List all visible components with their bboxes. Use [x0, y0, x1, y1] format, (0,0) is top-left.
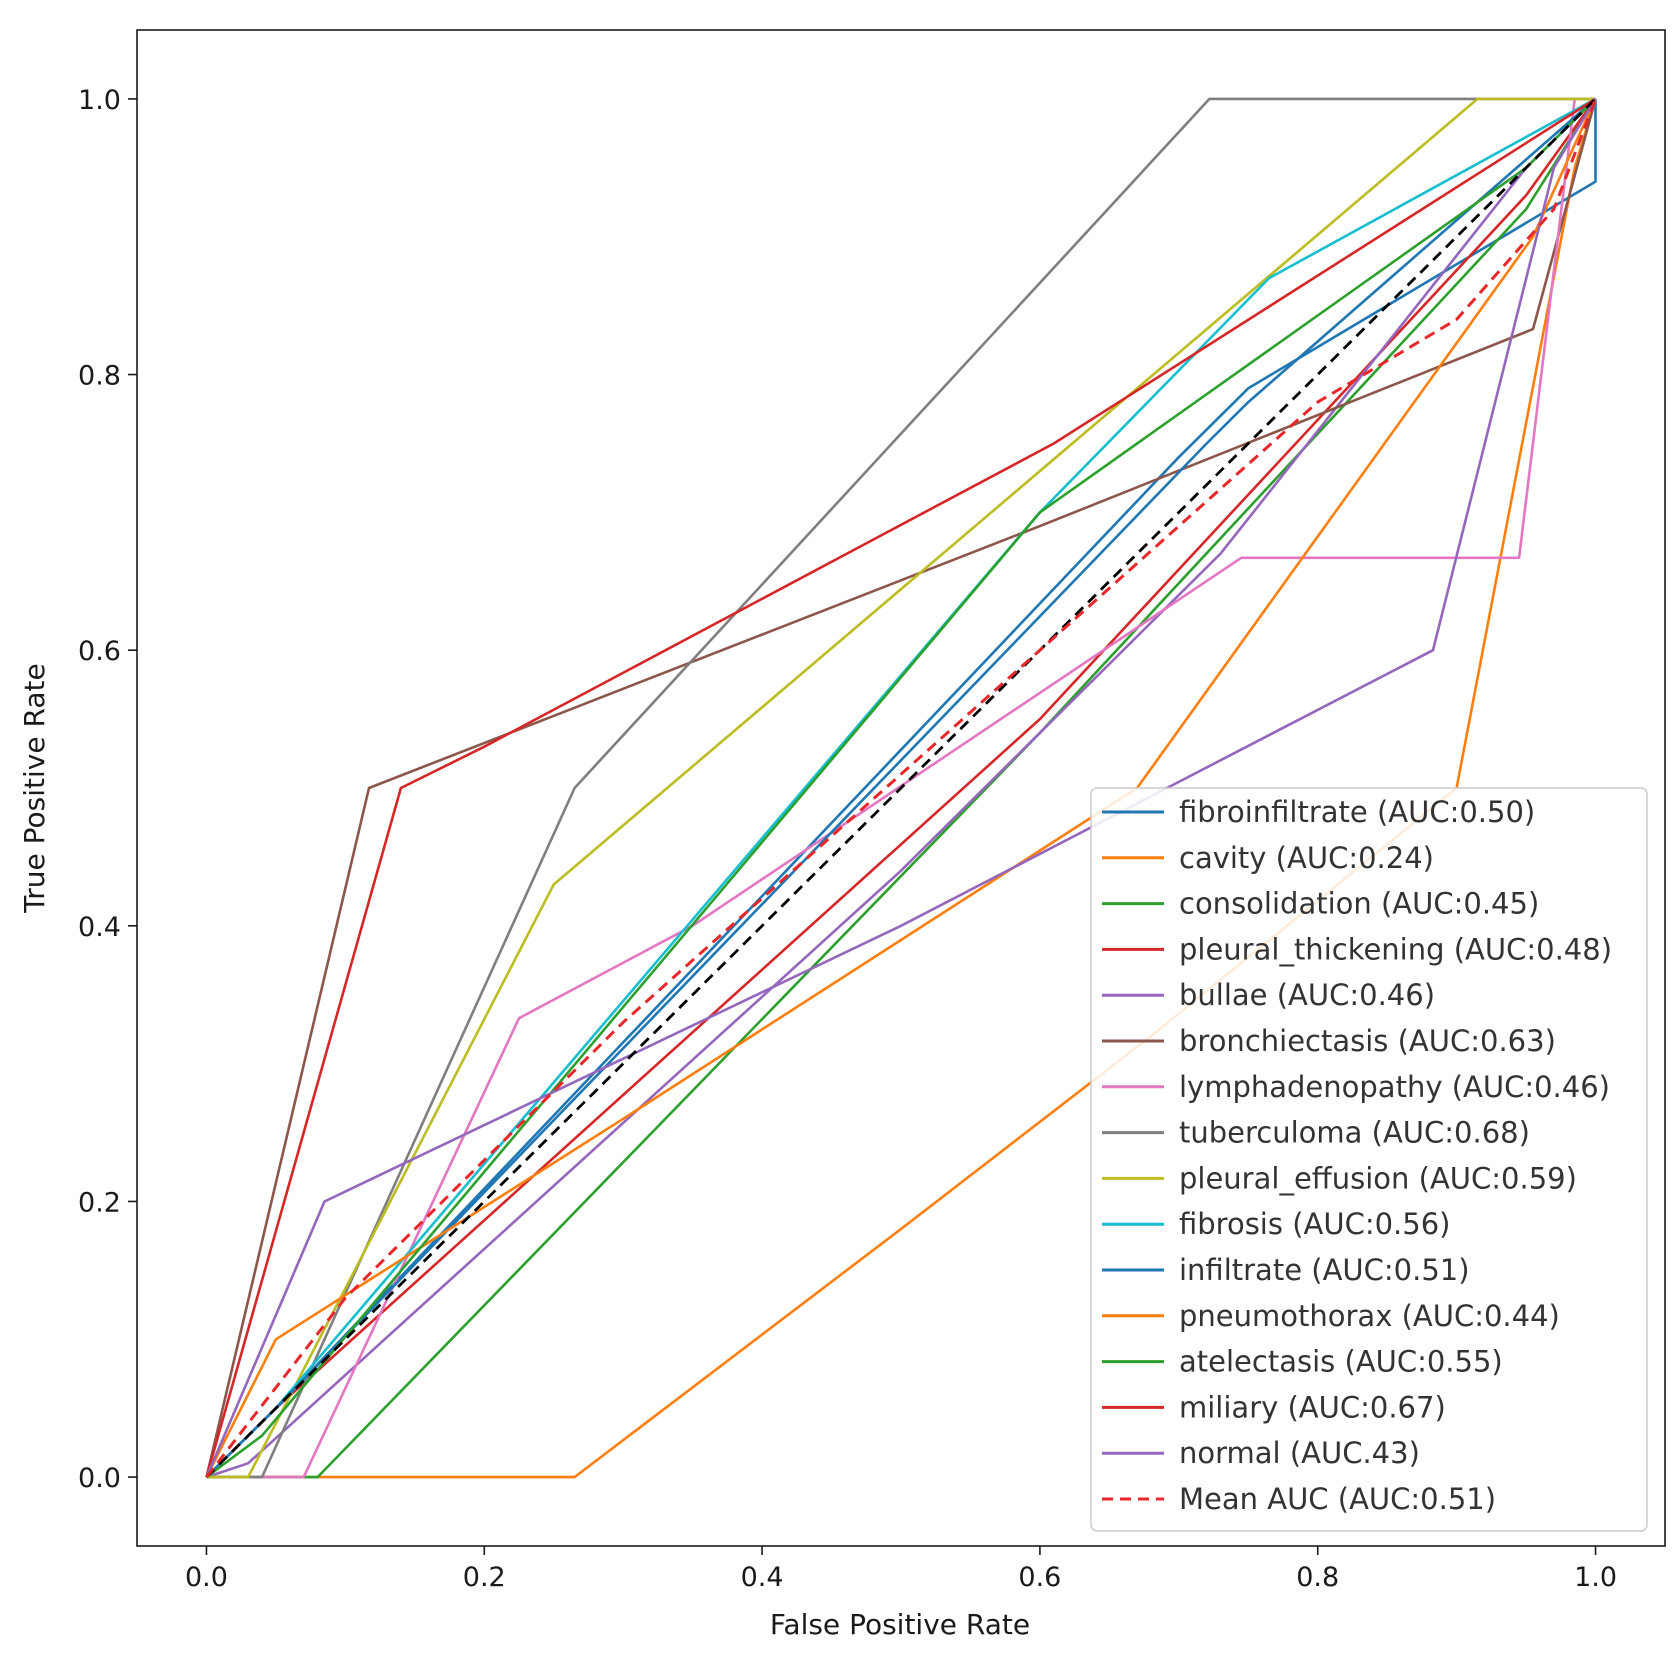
legend-label: lymphadenopathy (AUC:0.46) [1179, 1070, 1610, 1104]
legend-label: tuberculoma (AUC:0.68) [1179, 1116, 1530, 1150]
legend-item-lymphadenopathy: lymphadenopathy (AUC:0.46) [1102, 1070, 1610, 1104]
legend-item-mean: Mean AUC (AUC:0.51) [1102, 1482, 1496, 1516]
y-tick-label: 0.0 [78, 1463, 121, 1494]
legend-label: normal (AUC.43) [1179, 1436, 1420, 1470]
legend-label: fibrosis (AUC:0.56) [1179, 1207, 1450, 1241]
x-tick-label: 1.0 [1574, 1562, 1617, 1593]
legend-label: fibroinfiltrate (AUC:0.50) [1179, 795, 1535, 829]
series-line-miliary [205, 97, 1597, 1478]
legend-label: Mean AUC (AUC:0.51) [1179, 1482, 1496, 1516]
series-line-pleural-effusion [206, 97, 1596, 1479]
y-tick-label: 0.6 [78, 636, 121, 667]
series-line-bronchiectasis [205, 98, 1597, 1478]
legend-item-bullae: bullae (AUC:0.46) [1102, 978, 1435, 1012]
y-tick-label: 0.8 [78, 361, 121, 392]
x-tick-label: 0.2 [463, 1562, 506, 1593]
legend-item-pneumothorax: pneumothorax (AUC:0.44) [1102, 1299, 1560, 1333]
x-tick-label: 0.4 [741, 1562, 784, 1593]
x-axis-label: False Positive Rate [770, 1608, 1030, 1641]
reference-diagonal-line [205, 97, 1597, 1479]
legend-item-pleural-effusion: pleural_effusion (AUC:0.59) [1102, 1161, 1577, 1195]
legend-item-infiltrate: infiltrate (AUC:0.51) [1102, 1253, 1470, 1287]
legend-item-cavity: cavity (AUC:0.24) [1102, 841, 1434, 875]
legend-box [1090, 787, 1648, 1532]
legend: fibroinfiltrate (AUC:0.50) cavity (AUC:0.… [1090, 787, 1648, 1532]
series-line-mean-auc [205, 98, 1597, 1479]
legend-item-pleural-thickening: pleural_thickening (AUC:0.48) [1102, 932, 1612, 966]
legend-item-miliary: miliary (AUC:0.67) [1102, 1390, 1446, 1424]
legend-label: atelectasis (AUC:0.55) [1179, 1345, 1503, 1379]
x-tick-label: 0.6 [1018, 1562, 1061, 1593]
legend-label: infiltrate (AUC:0.51) [1179, 1253, 1470, 1287]
legend-item-tuberculoma: tuberculoma (AUC:0.68) [1102, 1116, 1530, 1150]
x-axis-ticks: 0.0 0.2 0.4 0.6 0.8 1.0 [185, 1546, 1617, 1593]
legend-item-normal: normal (AUC.43) [1102, 1436, 1420, 1470]
legend-item-fibrosis: fibrosis (AUC:0.56) [1102, 1207, 1450, 1241]
legend-item-consolidation: consolidation (AUC:0.45) [1102, 887, 1539, 921]
y-tick-label: 1.0 [78, 85, 121, 116]
legend-label: pleural_effusion (AUC:0.59) [1179, 1161, 1577, 1195]
legend-item-bronchiectasis: bronchiectasis (AUC:0.63) [1102, 1024, 1556, 1058]
y-tick-label: 0.2 [78, 1187, 121, 1218]
legend-label: pleural_thickening (AUC:0.48) [1179, 932, 1612, 966]
legend-item-atelectasis: atelectasis (AUC:0.55) [1102, 1345, 1503, 1379]
legend-label: consolidation (AUC:0.45) [1179, 887, 1539, 921]
y-axis-label: True Positive Rate [18, 663, 51, 913]
legend-label: pneumothorax (AUC:0.44) [1179, 1299, 1560, 1333]
x-tick-label: 0.0 [185, 1562, 228, 1593]
legend-entries: fibroinfiltrate (AUC:0.50) cavity (AUC:0.… [1102, 795, 1612, 1516]
legend-item-fibroinfiltrate: fibroinfiltrate (AUC:0.50) [1102, 795, 1535, 829]
legend-label: bronchiectasis (AUC:0.63) [1179, 1024, 1556, 1058]
legend-label: miliary (AUC:0.67) [1179, 1390, 1446, 1424]
legend-label: cavity (AUC:0.24) [1179, 841, 1434, 875]
legend-label: bullae (AUC:0.46) [1179, 978, 1435, 1012]
y-tick-label: 0.4 [78, 912, 121, 943]
series-line-infiltrate [205, 97, 1597, 1479]
y-axis-ticks: 0.0 0.2 0.4 0.6 0.8 1.0 [78, 85, 137, 1494]
x-tick-label: 0.8 [1296, 1562, 1339, 1593]
plot-frame [136, 29, 1666, 1547]
